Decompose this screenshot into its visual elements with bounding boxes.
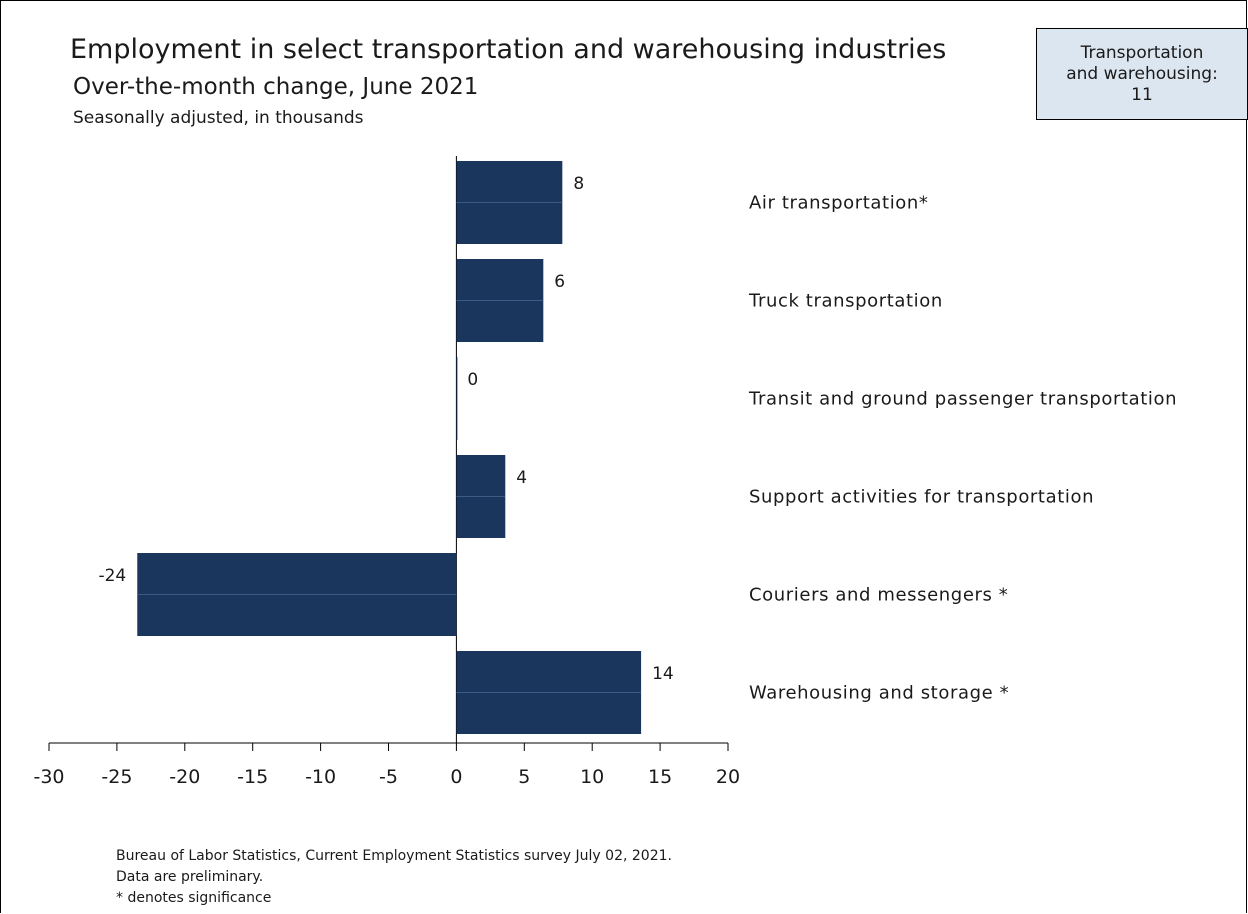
x-tick-label: 10 bbox=[580, 766, 604, 788]
x-tick-label: 20 bbox=[716, 766, 740, 788]
preliminary-note: Data are preliminary. bbox=[116, 867, 672, 888]
source-note: Bureau of Labor Statistics, Current Empl… bbox=[116, 846, 672, 867]
data-label: 6 bbox=[554, 272, 565, 292]
x-tick-label: 15 bbox=[648, 766, 672, 788]
data-label: 4 bbox=[516, 468, 527, 488]
x-tick-label: -20 bbox=[169, 766, 200, 788]
category-label: Warehousing and storage * bbox=[749, 683, 1009, 704]
x-tick-label: 0 bbox=[450, 766, 462, 788]
x-tick-label: 5 bbox=[518, 766, 530, 788]
category-label: Truck transportation bbox=[748, 291, 943, 312]
bar bbox=[456, 357, 457, 440]
significance-note: * denotes significance bbox=[116, 888, 672, 909]
x-tick-label: -30 bbox=[33, 766, 64, 788]
chart-footer: Bureau of Labor Statistics, Current Empl… bbox=[116, 846, 672, 909]
data-label: 0 bbox=[467, 370, 478, 390]
category-label: Couriers and messengers * bbox=[749, 585, 1008, 606]
category-label: Air transportation* bbox=[749, 193, 929, 214]
data-label: 14 bbox=[652, 664, 674, 684]
category-label: Support activities for transportation bbox=[749, 487, 1094, 508]
category-label: Transit and ground passenger transportat… bbox=[748, 389, 1177, 410]
x-tick-label: -5 bbox=[379, 766, 398, 788]
data-label: 8 bbox=[573, 174, 584, 194]
data-label: -24 bbox=[98, 566, 126, 586]
x-tick-label: -25 bbox=[101, 766, 132, 788]
x-tick-label: -10 bbox=[305, 766, 336, 788]
x-tick-label: -15 bbox=[237, 766, 268, 788]
